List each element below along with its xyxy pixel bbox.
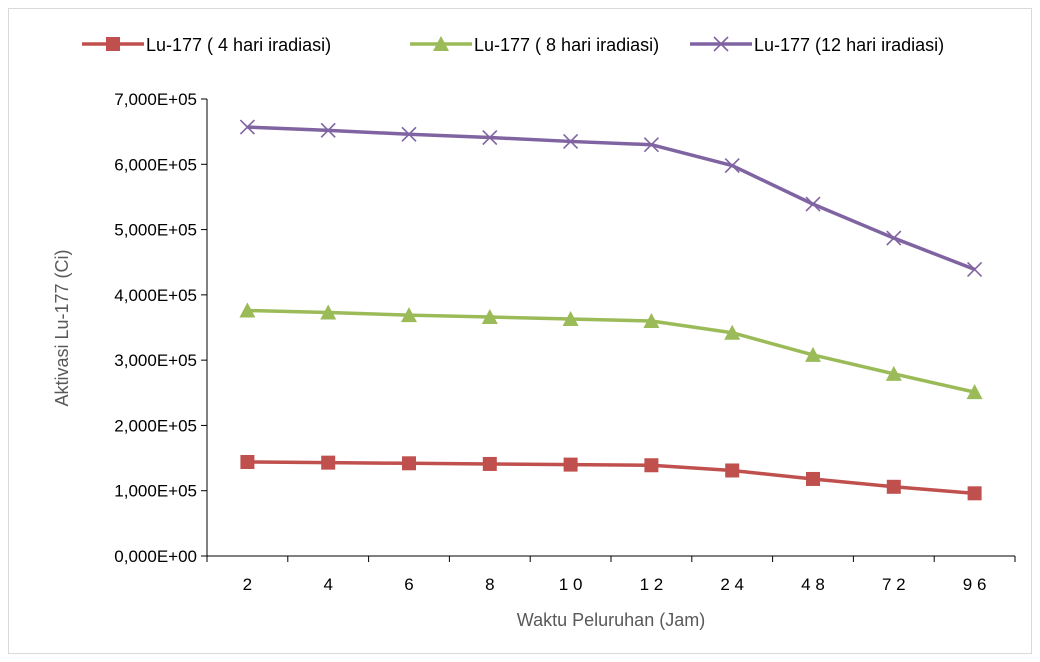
- x-axis: 2 4 6 8 1 0 1 2 2 4 4 8 7 2 9 6: [206, 555, 1016, 594]
- series-1: [240, 454, 982, 501]
- data-point: [482, 129, 498, 146]
- y-tick-label: 5,000E+05: [114, 221, 197, 240]
- data-point: [967, 261, 983, 277]
- data-point: [967, 486, 982, 501]
- data-point: [320, 122, 336, 138]
- x-tick-label: 1 0: [559, 575, 583, 594]
- series-2: [239, 302, 983, 400]
- legend-item-2: Lu-177 ( 8 hari iradiasi): [410, 35, 659, 55]
- data-point: [402, 456, 416, 471]
- legend-label: Lu-177 (12 hari iradiasi): [754, 35, 944, 55]
- legend-label: Lu-177 ( 4 hari iradiasi): [146, 35, 331, 55]
- legend-marker: [106, 37, 120, 51]
- y-tick-label: 6,000E+05: [114, 155, 197, 174]
- chart-area: [8, 8, 1032, 654]
- data-point: [885, 365, 902, 381]
- data-point: [806, 471, 820, 486]
- y-tick-label: 7,000E+05: [114, 90, 197, 109]
- data-point: [240, 454, 255, 469]
- data-point: [563, 133, 579, 150]
- x-axis-title: Waktu Peluruhan (Jam): [517, 610, 705, 630]
- x-tick-label: 7 2: [882, 575, 906, 594]
- series-3: [239, 119, 983, 277]
- series-line: [247, 460, 975, 496]
- y-tick-label: 3,000E+05: [114, 351, 197, 370]
- x-tick-label: 2: [243, 575, 252, 594]
- series-line: [247, 125, 976, 272]
- data-point: [886, 230, 902, 246]
- y-axis: 0,000E+00 1,000E+05 2,000E+05 3,000E+05 4,00…: [114, 90, 208, 566]
- y-axis-title: Aktivasi Lu-177 (Ci): [52, 249, 72, 406]
- y-tick-label: 0,000E+00: [114, 547, 197, 566]
- data-point: [401, 307, 417, 323]
- data-point: [886, 479, 901, 494]
- y-tick-label: 4,000E+05: [114, 286, 197, 305]
- legend-label: Lu-177 ( 8 hari iradiasi): [474, 35, 659, 55]
- data-point: [724, 158, 740, 174]
- data-point: [643, 312, 660, 328]
- x-tick-label: 8: [485, 575, 494, 594]
- x-tick-label: 2 4: [720, 575, 744, 594]
- data-point: [643, 137, 659, 153]
- x-tick-label: 4: [323, 575, 332, 594]
- x-tick-label: 9 6: [963, 575, 987, 594]
- legend-item-1: Lu-177 ( 4 hari iradiasi): [82, 35, 331, 55]
- legend-item-3: Lu-177 (12 hari iradiasi): [690, 35, 944, 55]
- data-point: [562, 311, 579, 327]
- data-point: [805, 196, 821, 212]
- y-tick-label: 1,000E+05: [114, 482, 197, 501]
- series-line: [247, 308, 975, 394]
- data-point: [320, 304, 337, 320]
- x-tick-label: 4 8: [801, 575, 825, 594]
- data-point: [239, 302, 256, 318]
- data-point: [239, 119, 255, 135]
- data-point: [481, 309, 498, 325]
- data-point: [725, 463, 740, 478]
- x-tick-label: 6: [404, 575, 413, 594]
- data-point: [724, 324, 741, 340]
- legend-marker: [433, 36, 449, 51]
- legend: Lu-177 ( 4 hari iradiasi) Lu-177 ( 8 hari…: [82, 35, 944, 55]
- legend-marker: [713, 36, 729, 52]
- data-point: [644, 458, 659, 473]
- data-point: [321, 455, 336, 470]
- data-point: [401, 126, 417, 142]
- x-tick-label: 1 2: [640, 575, 664, 594]
- data-point: [563, 457, 578, 472]
- series-layer: [239, 119, 983, 501]
- data-point: [966, 384, 983, 400]
- data-point: [482, 456, 497, 471]
- y-tick-label: 2,000E+05: [114, 416, 197, 435]
- data-point: [805, 346, 821, 362]
